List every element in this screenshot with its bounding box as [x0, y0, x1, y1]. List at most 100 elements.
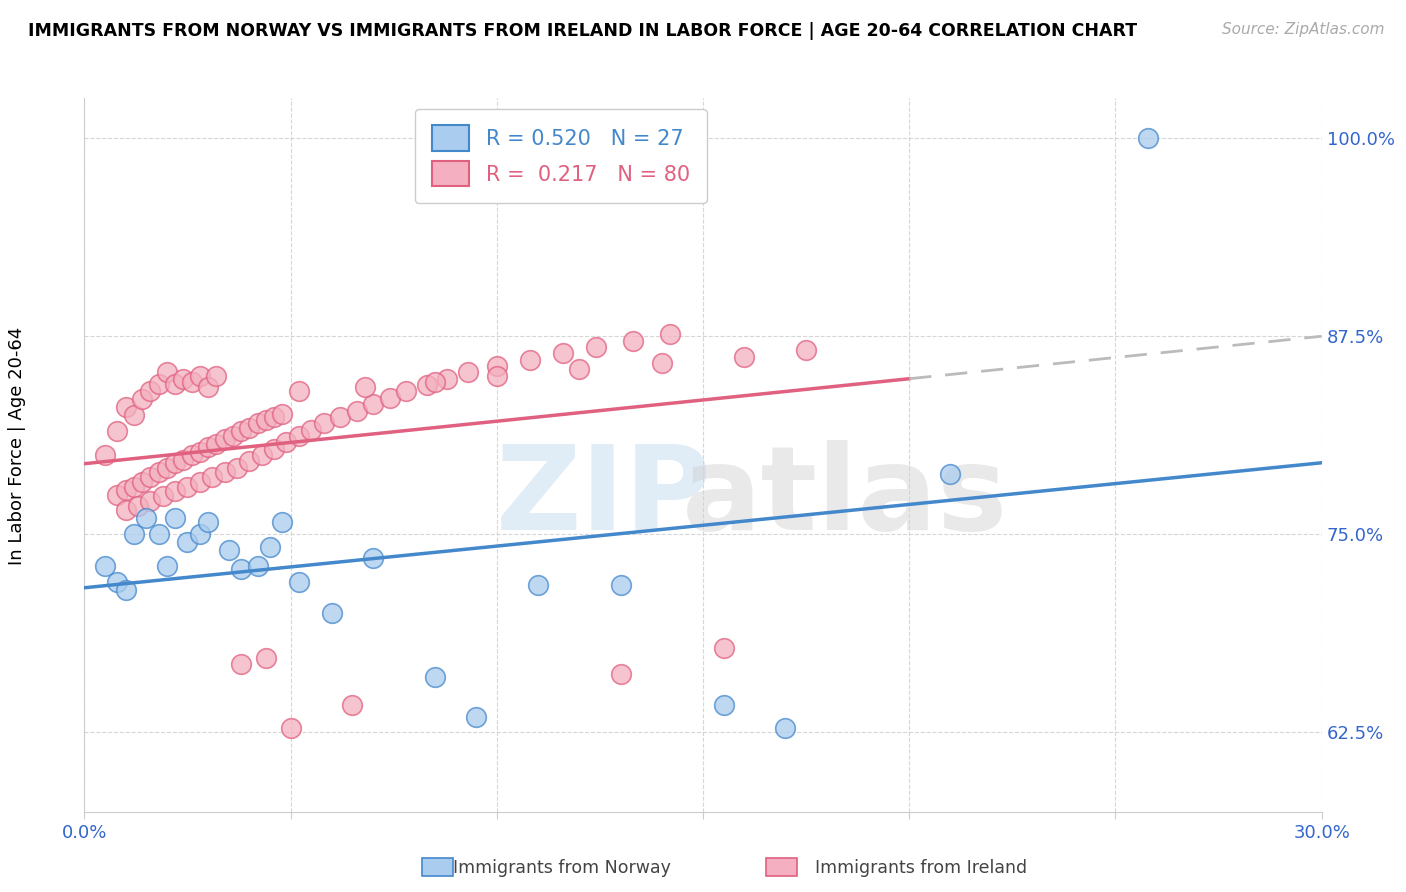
- Point: [246, 416, 269, 430]
- Text: IMMIGRANTS FROM NORWAY VS IMMIGRANTS FROM IRELAND IN LABOR FORCE | AGE 20-64 COR: IMMIGRANTS FROM NORWAY VS IMMIGRANTS FRO…: [28, 22, 1137, 40]
- Point: [361, 551, 384, 566]
- Point: [139, 384, 162, 399]
- Point: [180, 375, 202, 389]
- Point: [152, 489, 174, 503]
- Point: [229, 657, 252, 672]
- Point: [114, 582, 136, 597]
- Point: [423, 670, 446, 684]
- Text: Immigrants from Ireland: Immigrants from Ireland: [815, 859, 1026, 877]
- Point: [568, 362, 591, 376]
- Point: [485, 368, 508, 383]
- Point: [321, 607, 343, 621]
- Point: [165, 484, 187, 499]
- Point: [342, 698, 364, 713]
- Point: [94, 448, 117, 462]
- Point: [288, 384, 311, 399]
- Point: [148, 376, 170, 391]
- Point: [148, 466, 170, 480]
- Point: [271, 407, 294, 421]
- Point: [585, 340, 607, 354]
- Text: ZIP: ZIP: [496, 441, 711, 555]
- Point: [939, 467, 962, 481]
- Point: [226, 460, 249, 475]
- Point: [188, 527, 211, 541]
- Point: [609, 666, 631, 681]
- Point: [180, 448, 202, 462]
- Point: [188, 368, 211, 383]
- Point: [197, 380, 219, 394]
- Point: [457, 366, 479, 380]
- Point: [775, 721, 797, 735]
- Point: [346, 403, 368, 417]
- Point: [329, 409, 352, 424]
- Point: [436, 372, 458, 386]
- Point: [156, 558, 179, 573]
- Point: [176, 480, 198, 494]
- Point: [361, 397, 384, 411]
- Point: [378, 391, 401, 405]
- Text: Immigrants from Norway: Immigrants from Norway: [454, 859, 671, 877]
- Point: [205, 437, 228, 451]
- Point: [246, 558, 269, 573]
- Point: [205, 368, 228, 383]
- Point: [131, 475, 153, 489]
- Point: [222, 429, 245, 443]
- Point: [238, 454, 260, 468]
- Point: [105, 424, 128, 438]
- Point: [197, 515, 219, 529]
- Point: [551, 346, 574, 360]
- Point: [172, 372, 194, 386]
- Point: [312, 416, 335, 430]
- Point: [135, 511, 157, 525]
- Point: [165, 376, 187, 391]
- Point: [465, 709, 488, 723]
- Point: [201, 470, 224, 484]
- Point: [415, 378, 437, 392]
- Text: Source: ZipAtlas.com: Source: ZipAtlas.com: [1222, 22, 1385, 37]
- Point: [114, 483, 136, 497]
- Point: [259, 540, 281, 554]
- Point: [122, 480, 145, 494]
- Point: [288, 429, 311, 443]
- Point: [218, 543, 240, 558]
- Point: [156, 366, 179, 380]
- Point: [651, 356, 673, 370]
- Point: [122, 527, 145, 541]
- Point: [139, 470, 162, 484]
- Point: [299, 423, 322, 437]
- Point: [254, 651, 277, 665]
- Point: [263, 442, 285, 456]
- Point: [276, 435, 298, 450]
- Point: [485, 359, 508, 373]
- Point: [214, 466, 236, 480]
- Legend: R = 0.520   N = 27, R =  0.217   N = 80: R = 0.520 N = 27, R = 0.217 N = 80: [415, 109, 707, 203]
- Point: [197, 440, 219, 454]
- Point: [229, 424, 252, 438]
- Point: [165, 511, 187, 525]
- Point: [148, 527, 170, 541]
- Point: [250, 448, 273, 462]
- Point: [519, 352, 541, 367]
- Point: [114, 401, 136, 415]
- Point: [214, 432, 236, 446]
- Point: [94, 558, 117, 573]
- Point: [156, 460, 179, 475]
- Point: [131, 392, 153, 407]
- Point: [353, 380, 375, 394]
- Point: [254, 413, 277, 427]
- Point: [733, 350, 755, 364]
- Point: [280, 721, 302, 735]
- Point: [713, 698, 735, 713]
- Point: [609, 578, 631, 592]
- Point: [188, 475, 211, 489]
- Point: [288, 574, 311, 589]
- Point: [114, 503, 136, 517]
- Point: [271, 515, 294, 529]
- Point: [659, 327, 682, 342]
- Point: [423, 375, 446, 389]
- Text: atlas: atlas: [682, 441, 1008, 555]
- Point: [172, 452, 194, 467]
- Point: [188, 444, 211, 458]
- Point: [794, 343, 817, 358]
- Point: [527, 578, 550, 592]
